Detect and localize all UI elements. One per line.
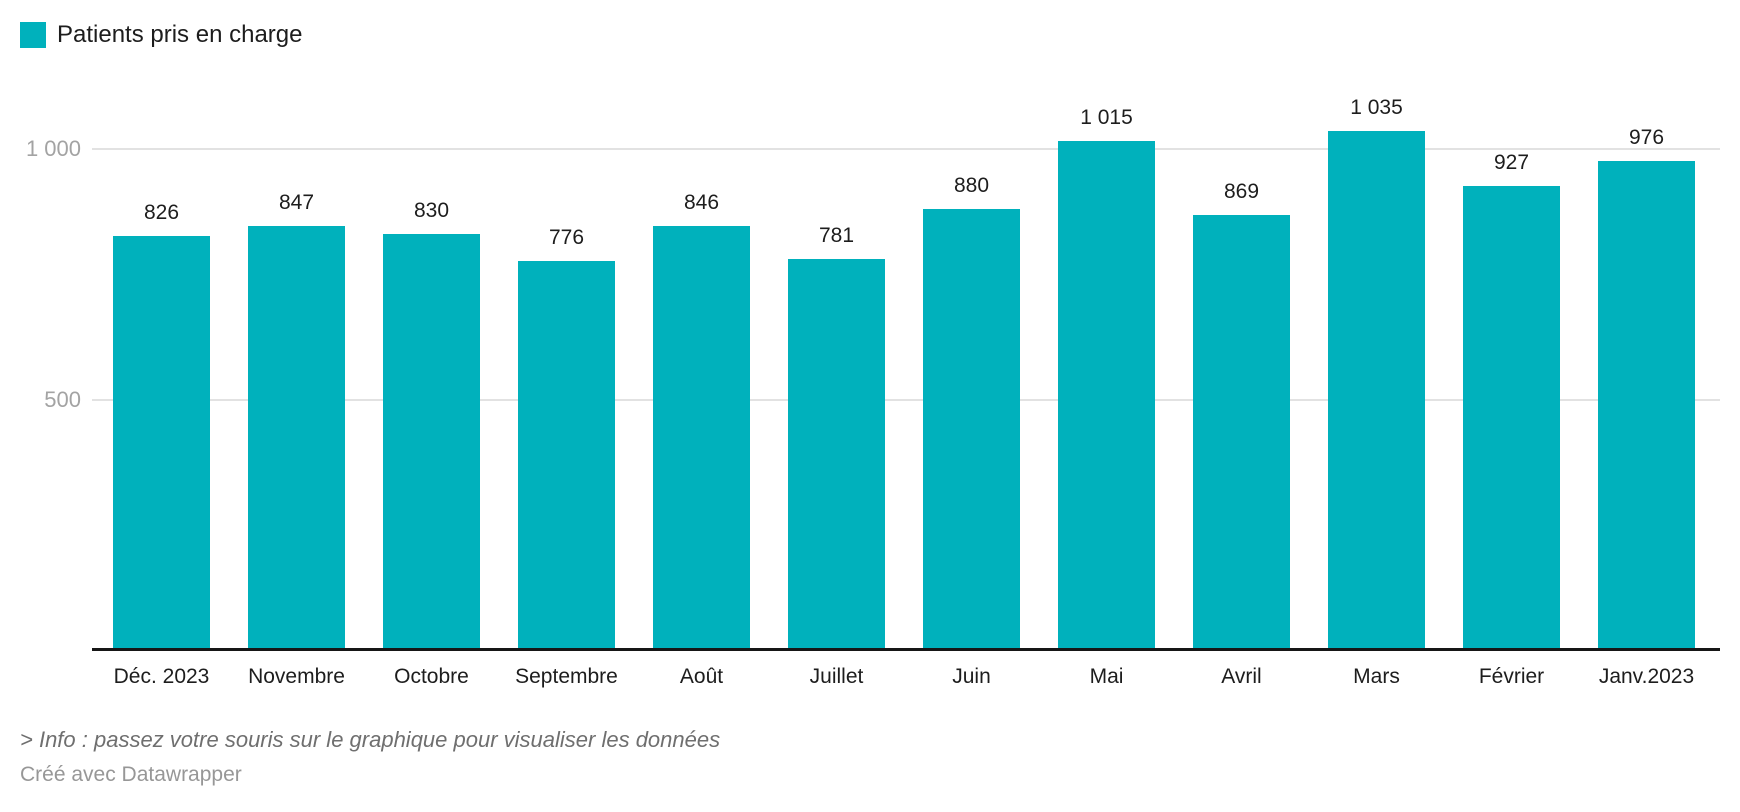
value-label: 781 <box>818 224 855 247</box>
x-tick-label: Novembre <box>248 665 345 688</box>
legend: Patients pris en charge <box>20 21 302 49</box>
bar-Mars[interactable] <box>1328 131 1425 648</box>
value-label: 826 <box>143 201 180 224</box>
x-tick-label: Avril <box>1221 665 1262 688</box>
value-label: 776 <box>548 226 585 249</box>
x-tick-label: Septembre <box>515 665 618 688</box>
value-label: 1 035 <box>1350 96 1403 119</box>
bar-Mai[interactable] <box>1058 141 1155 648</box>
bar-Août[interactable] <box>653 226 750 648</box>
bar-Septembre[interactable] <box>518 261 615 648</box>
x-tick-label: Janv.2023 <box>1598 665 1695 688</box>
y-tick-label: 500 <box>44 387 81 412</box>
value-label: 1 015 <box>1080 106 1133 129</box>
bar-Juin[interactable] <box>923 209 1020 648</box>
bar-Avril[interactable] <box>1193 215 1290 648</box>
value-label: 880 <box>953 174 990 197</box>
bar-Février[interactable] <box>1463 186 1560 648</box>
x-axis-line <box>92 648 1720 651</box>
x-tick-label: Juillet <box>809 665 864 688</box>
bar-Juillet[interactable] <box>788 259 885 648</box>
value-label: 846 <box>683 191 720 214</box>
value-label: 976 <box>1628 126 1665 149</box>
value-label: 927 <box>1493 151 1530 174</box>
legend-label: Patients pris en charge <box>57 21 303 48</box>
bar-Janv.2023[interactable] <box>1598 161 1695 648</box>
legend-swatch-icon <box>20 22 46 48</box>
value-label: 847 <box>278 191 315 214</box>
x-tick-label: Février <box>1478 665 1545 688</box>
hover-info-note: > Info : passez votre souris sur le grap… <box>20 727 721 752</box>
x-tick-label: Mars <box>1353 665 1400 688</box>
bar-Déc. 2023[interactable] <box>113 236 210 648</box>
bar-Octobre[interactable] <box>383 234 480 648</box>
gridline-500 <box>92 399 1720 401</box>
x-tick-label: Juin <box>952 665 991 688</box>
value-label: 869 <box>1223 180 1260 203</box>
y-tick-label: 1 000 <box>25 136 81 161</box>
x-tick-label: Août <box>679 665 724 688</box>
bar-Novembre[interactable] <box>248 226 345 648</box>
x-tick-label: Octobre <box>394 665 469 688</box>
value-label: 830 <box>413 199 450 222</box>
x-tick-label: Déc. 2023 <box>113 665 210 688</box>
datawrapper-credit: Créé avec Datawrapper <box>20 763 242 786</box>
gridline-1000 <box>92 148 1720 150</box>
x-tick-label: Mai <box>1089 665 1124 688</box>
